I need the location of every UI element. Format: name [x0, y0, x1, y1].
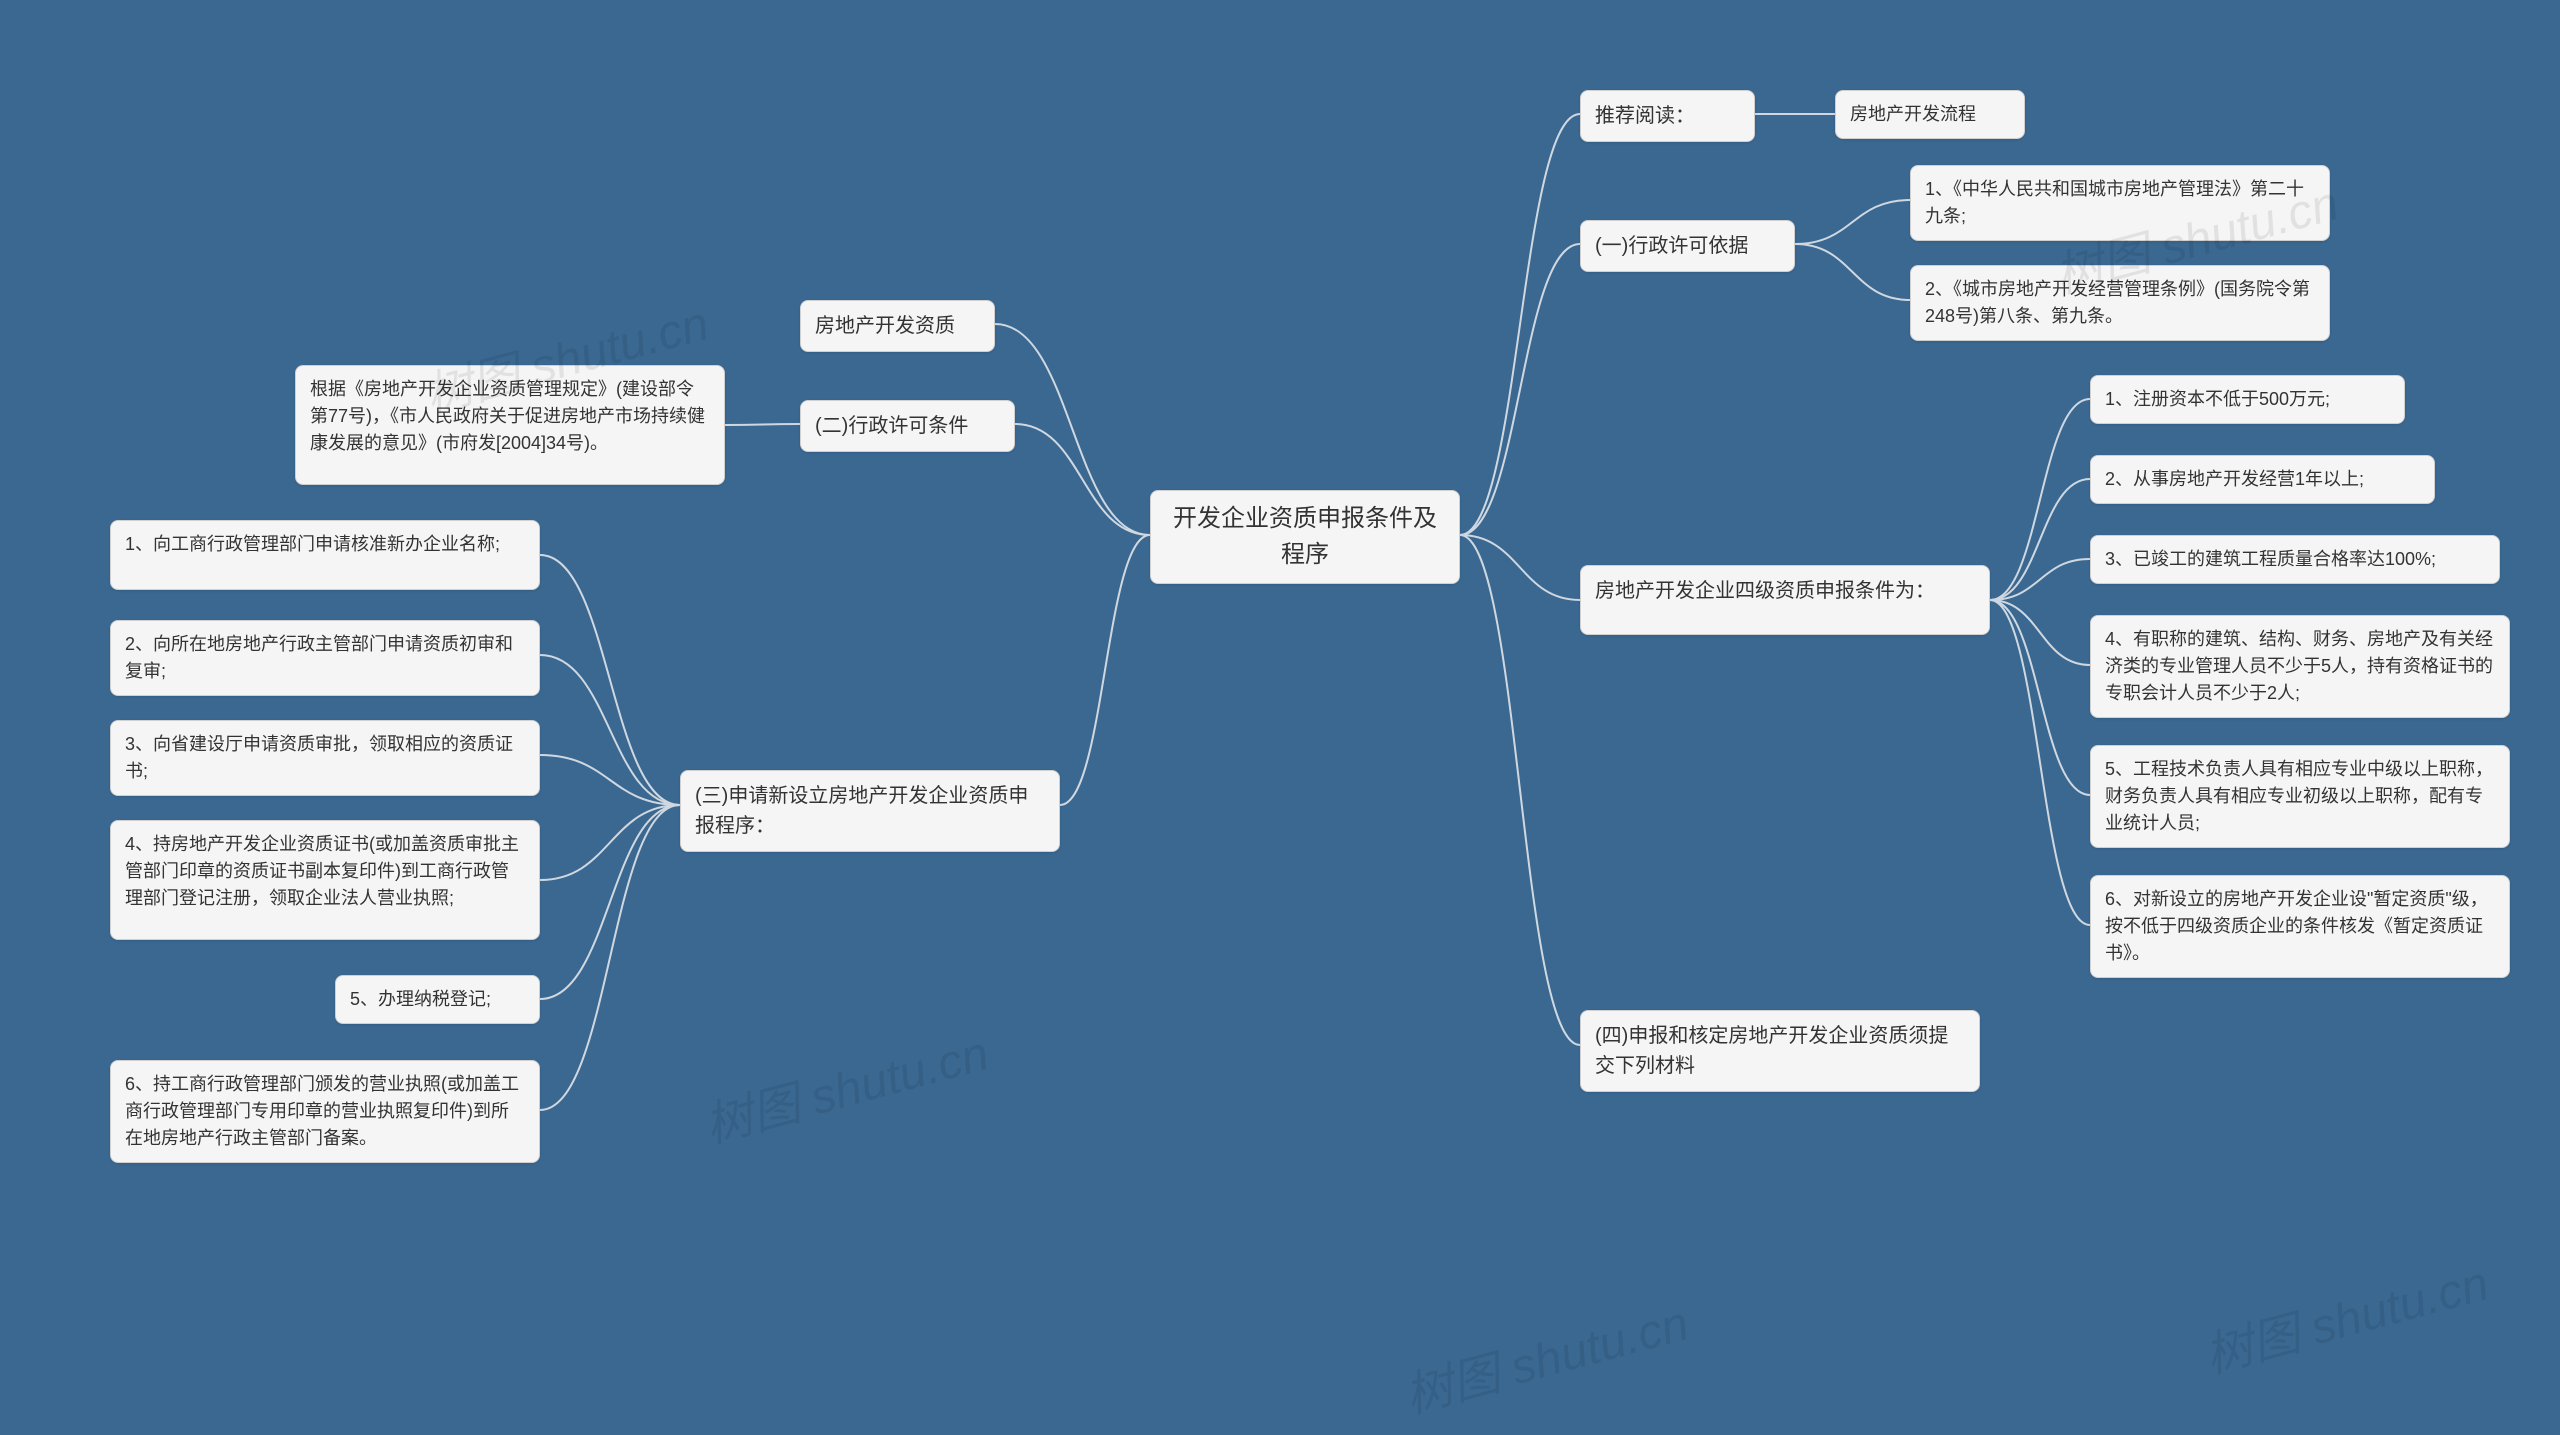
- node-label: 2、从事房地产开发经营1年以上;: [2105, 469, 2364, 489]
- node-label: 房地产开发流程: [1850, 104, 1976, 124]
- node-basis-item-1[interactable]: 1、《中华人民共和国城市房地产管理法》第二十九条;: [1910, 165, 2330, 241]
- watermark: 树图 shutu.cn: [2196, 1244, 2495, 1387]
- watermark: 树图 shutu.cn: [1396, 1284, 1695, 1427]
- node-conditions-detail[interactable]: 根据《房地产开发企业资质管理规定》(建设部令第77号)，《市人民政府关于促进房地…: [295, 365, 725, 485]
- node-proc-step-1[interactable]: 1、向工商行政管理部门申请核准新办企业名称;: [110, 520, 540, 590]
- node-label: 1、《中华人民共和国城市房地产管理法》第二十九条;: [1925, 179, 2304, 226]
- node-label: 房地产开发资质: [815, 315, 955, 337]
- node-proc-step-4[interactable]: 4、持房地产开发企业资质证书(或加盖资质审批主管部门印章的资质证书副本复印件)到…: [110, 820, 540, 940]
- node-label: 3、向省建设厅申请资质审批，领取相应的资质证书;: [125, 734, 513, 781]
- node-recommended-reading-item[interactable]: 房地产开发流程: [1835, 90, 2025, 139]
- node-qual-item-6[interactable]: 6、对新设立的房地产开发企业设"暂定资质"级，按不低于四级资质企业的条件核发《暂…: [2090, 875, 2510, 978]
- node-level4-qualification[interactable]: 房地产开发企业四级资质申报条件为：: [1580, 565, 1990, 635]
- node-label: 5、工程技术负责人具有相应专业中级以上职称，财务负责人具有相应专业初级以上职称，…: [2105, 759, 2493, 833]
- node-label: 1、注册资本不低于500万元;: [2105, 389, 2330, 409]
- node-proc-step-3[interactable]: 3、向省建设厅申请资质审批，领取相应的资质证书;: [110, 720, 540, 796]
- node-admin-license-conditions[interactable]: (二)行政许可条件: [800, 400, 1015, 452]
- node-label: 根据《房地产开发企业资质管理规定》(建设部令第77号)，《市人民政府关于促进房地…: [310, 379, 705, 453]
- node-label: 1、向工商行政管理部门申请核准新办企业名称;: [125, 534, 500, 554]
- node-label: 6、对新设立的房地产开发企业设"暂定资质"级，按不低于四级资质企业的条件核发《暂…: [2105, 889, 2488, 963]
- node-recommended-reading[interactable]: 推荐阅读：: [1580, 90, 1755, 142]
- node-label: 4、持房地产开发企业资质证书(或加盖资质审批主管部门印章的资质证书副本复印件)到…: [125, 834, 519, 908]
- node-label: 3、已竣工的建筑工程质量合格率达100%;: [2105, 549, 2436, 569]
- node-label: (一)行政许可依据: [1595, 235, 1748, 257]
- node-proc-step-5[interactable]: 5、办理纳税登记;: [335, 975, 540, 1024]
- node-label: 2、《城市房地产开发经营管理条例》(国务院令第248号)第八条、第九条。: [1925, 279, 2310, 326]
- node-label: 5、办理纳税登记;: [350, 989, 491, 1009]
- node-qual-item-2[interactable]: 2、从事房地产开发经营1年以上;: [2090, 455, 2435, 504]
- watermark: 树图 shutu.cn: [696, 1014, 995, 1157]
- node-basis-item-2[interactable]: 2、《城市房地产开发经营管理条例》(国务院令第248号)第八条、第九条。: [1910, 265, 2330, 341]
- node-submit-materials[interactable]: (四)申报和核定房地产开发企业资质须提交下列材料: [1580, 1010, 1980, 1092]
- node-proc-step-6[interactable]: 6、持工商行政管理部门颁发的营业执照(或加盖工商行政管理部门专用印章的营业执照复…: [110, 1060, 540, 1163]
- node-label: 4、有职称的建筑、结构、财务、房地产及有关经济类的专业管理人员不少于5人，持有资…: [2105, 629, 2493, 703]
- node-qual-item-4[interactable]: 4、有职称的建筑、结构、财务、房地产及有关经济类的专业管理人员不少于5人，持有资…: [2090, 615, 2510, 718]
- node-label: 推荐阅读：: [1595, 105, 1695, 127]
- node-label: (三)申请新设立房地产开发企业资质申报程序：: [695, 785, 1028, 837]
- node-qual-item-1[interactable]: 1、注册资本不低于500万元;: [2090, 375, 2405, 424]
- node-admin-license-basis[interactable]: (一)行政许可依据: [1580, 220, 1795, 272]
- mindmap-root[interactable]: 开发企业资质申报条件及程序: [1150, 490, 1460, 584]
- node-label: (二)行政许可条件: [815, 415, 968, 437]
- node-label: 2、向所在地房地产行政主管部门申请资质初审和复审;: [125, 634, 513, 681]
- node-qual-item-5[interactable]: 5、工程技术负责人具有相应专业中级以上职称，财务负责人具有相应专业初级以上职称，…: [2090, 745, 2510, 848]
- node-qual-item-3[interactable]: 3、已竣工的建筑工程质量合格率达100%;: [2090, 535, 2500, 584]
- root-label: 开发企业资质申报条件及程序: [1165, 501, 1445, 573]
- node-new-enterprise-procedure[interactable]: (三)申请新设立房地产开发企业资质申报程序：: [680, 770, 1060, 852]
- node-label: 6、持工商行政管理部门颁发的营业执照(或加盖工商行政管理部门专用印章的营业执照复…: [125, 1074, 519, 1148]
- node-real-estate-dev-qualification[interactable]: 房地产开发资质: [800, 300, 995, 352]
- node-label: (四)申报和核定房地产开发企业资质须提交下列材料: [1595, 1025, 1948, 1077]
- node-proc-step-2[interactable]: 2、向所在地房地产行政主管部门申请资质初审和复审;: [110, 620, 540, 696]
- node-label: 房地产开发企业四级资质申报条件为：: [1595, 580, 1935, 602]
